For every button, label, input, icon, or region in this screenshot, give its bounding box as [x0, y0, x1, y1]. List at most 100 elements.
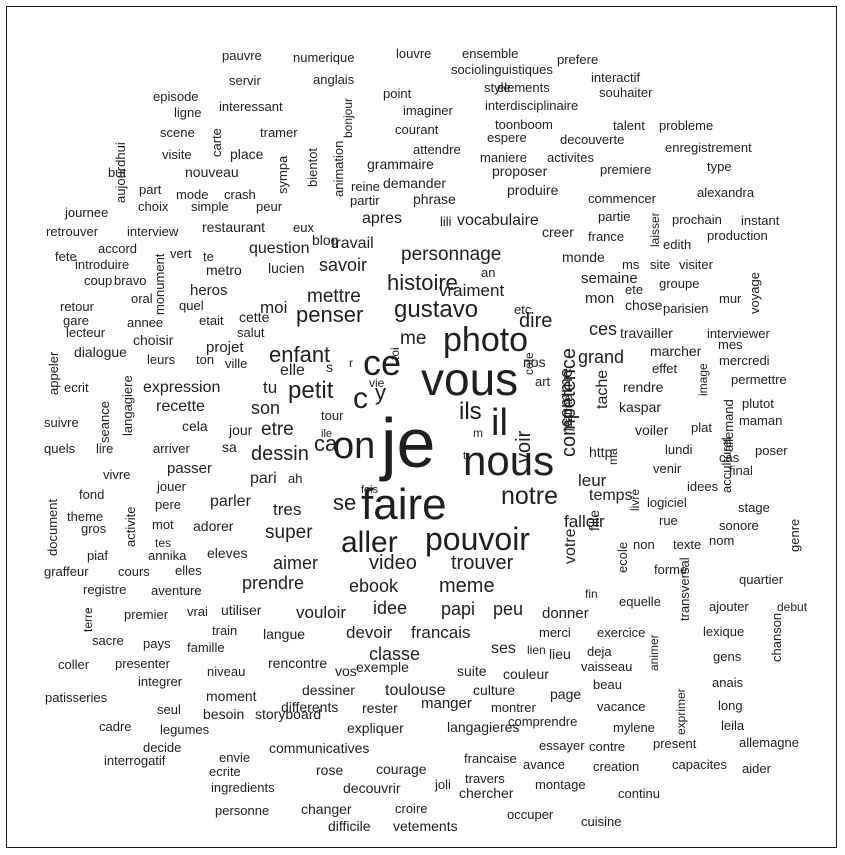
word-moi: moi — [260, 298, 287, 317]
word-graffeur: graffeur — [44, 564, 89, 579]
word-attendre: attendre — [413, 142, 461, 157]
word-nos: nos — [523, 354, 546, 370]
word-penser: penser — [296, 302, 363, 327]
word-toonboom: toonboom — [495, 117, 553, 132]
word-toulouse: toulouse — [385, 682, 446, 699]
word-coller: coller — [58, 657, 90, 672]
word-grammaire: grammaire — [367, 156, 434, 172]
word-etre: etre — [261, 419, 294, 440]
word-forme: forme — [654, 562, 687, 577]
word-instant: instant — [741, 213, 780, 228]
word-ville: ville — [225, 356, 247, 371]
word-te: te — [203, 249, 214, 264]
word-niveau: niveau — [207, 664, 245, 679]
word-histoire: histoire — [387, 270, 458, 295]
word-blog: blog — [312, 232, 338, 248]
word-tu: tu — [263, 378, 277, 397]
word-lire: lire — [96, 441, 113, 456]
word-lili: lili — [440, 214, 452, 229]
word-croire: croire — [395, 801, 428, 816]
word-premier: premier — [124, 607, 169, 622]
word-travailler: travailler — [620, 325, 673, 341]
word-montrer: montrer — [491, 700, 536, 715]
word-phrase: phrase — [413, 191, 456, 207]
word-poser: poser — [755, 443, 788, 458]
word-integrer: integrer — [138, 674, 183, 689]
word-cadre: cadre — [99, 719, 132, 734]
word-theme: theme — [67, 509, 103, 524]
word-cela: cela — [182, 418, 208, 434]
word-logiciel: logiciel — [647, 495, 687, 510]
word-louvre: louvre — [396, 46, 431, 61]
word-creation: creation — [593, 759, 639, 774]
word-animation: animation — [331, 141, 346, 197]
word-competence: competence — [558, 348, 580, 457]
word-montage: montage — [535, 777, 586, 792]
word-choisir: choisir — [133, 332, 174, 348]
word-ajouter: ajouter — [709, 599, 749, 614]
word-utiliser: utiliser — [221, 602, 262, 618]
word-personnage: personnage — [401, 244, 501, 265]
word-tes: tes — [155, 536, 171, 550]
word-temps: temps — [589, 487, 633, 504]
word-sa: sa — [222, 439, 237, 455]
word-jour: jour — [228, 422, 253, 438]
word-c: c — [353, 382, 368, 415]
word-seul: seul — [157, 702, 181, 717]
word-annika: annika — [148, 548, 187, 563]
word-parler: parler — [210, 493, 252, 510]
word-ces: ces — [589, 319, 617, 339]
word-meme: meme — [439, 575, 495, 597]
word-dire: dire — [519, 310, 552, 332]
word-culture: culture — [473, 682, 515, 698]
word-fois: fois — [361, 484, 379, 496]
word-besoin: besoin — [203, 706, 244, 722]
word-gros: gros — [81, 521, 107, 536]
word-dessiner: dessiner — [302, 682, 355, 698]
word-vivre: vivre — [103, 467, 130, 482]
word-texte: texte — [673, 537, 701, 552]
word-art: art — [535, 374, 551, 389]
word-monde: monde — [562, 249, 605, 265]
word-creer: creer — [542, 224, 574, 240]
word-tour: tour — [321, 408, 344, 423]
word-patisseries: patisseries — [45, 690, 108, 705]
word-anglais: anglais — [313, 72, 355, 87]
word-donner: donner — [542, 605, 589, 622]
word-cuisine: cuisine — [581, 814, 621, 829]
word-coup: coup — [84, 273, 112, 288]
word-son: son — [251, 398, 280, 418]
word-journee: journee — [64, 205, 108, 220]
word-plat: plat — [691, 420, 712, 435]
word-enfant: enfant — [269, 342, 330, 367]
word-voiler: voiler — [635, 422, 669, 438]
word-difficile: difficile — [328, 818, 371, 834]
word-transversal: transversal — [677, 557, 692, 621]
word-souhaiter: souhaiter — [599, 85, 653, 100]
word-mercredi: mercredi — [719, 353, 770, 368]
word-papi: papi — [441, 599, 475, 619]
word-appeler: appeler — [46, 351, 61, 395]
word-elles: elles — [175, 563, 202, 578]
word-decouverte: decouverte — [560, 132, 624, 147]
word-leila: leila — [721, 718, 745, 733]
word-classe: classe — [369, 644, 420, 664]
word-scene: scene — [160, 125, 195, 140]
word-exemple: exemple — [356, 659, 409, 675]
word-tres: tres — [273, 500, 301, 519]
word-place: place — [230, 146, 264, 162]
word-present: present — [653, 736, 697, 751]
word-francaise: francaise — [464, 751, 517, 766]
word-trouver: trouver — [451, 552, 514, 574]
word-sonore: sonore — [719, 518, 759, 533]
word-document: document — [45, 499, 60, 556]
word-partir: partir — [350, 193, 380, 208]
word-vaisseau: vaisseau — [581, 659, 632, 674]
word-storyboard: storyboard — [255, 706, 321, 722]
word-nous: nous — [463, 437, 554, 484]
word-carte: carte — [209, 128, 224, 157]
word-interviewer: interviewer — [707, 326, 771, 341]
word-ms: ms — [622, 257, 640, 272]
word-partie: partie — [598, 209, 631, 224]
